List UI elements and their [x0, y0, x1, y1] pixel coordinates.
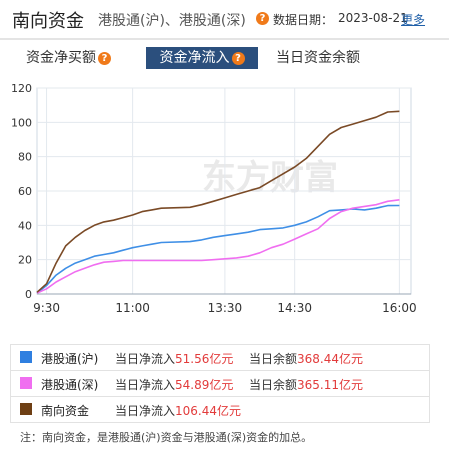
tab-daily-balance[interactable]: 当日资金余额 — [276, 47, 396, 69]
legend-row-sz: 港股通(深) 当日净流入54.89亿元 当日余额365.11亿元 — [10, 371, 430, 397]
legend-balance-value: 365.11亿元 — [297, 378, 364, 392]
y-tick-label: 120 — [11, 82, 32, 95]
date-label: 数据日期： — [273, 13, 334, 27]
tab-net-inflow[interactable]: 资金净流入? — [146, 47, 258, 69]
help-icon[interactable]: ? — [256, 12, 269, 25]
legend-row-sh: 港股通(沪) 当日净流入51.56亿元 当日余额368.44亿元 — [10, 344, 430, 371]
series-line-2 — [36, 110, 400, 293]
y-tick-label: 100 — [11, 116, 32, 129]
y-tick-label: 0 — [25, 288, 32, 301]
y-tick-label: 60 — [18, 185, 32, 198]
series-line-1 — [36, 199, 400, 294]
date-value: 2023-08-21 — [338, 11, 408, 25]
help-icon[interactable]: ? — [231, 51, 245, 65]
legend-flow-value: 54.89亿元 — [175, 378, 234, 392]
legend-swatch — [20, 403, 32, 415]
legend-flow: 当日净流入54.89亿元 — [115, 378, 234, 392]
help-icon[interactable]: ? — [98, 51, 111, 65]
y-tick-label: 40 — [18, 219, 32, 232]
legend-name: 港股通(沪) — [41, 352, 99, 366]
x-tick-label: 11:00 — [115, 301, 150, 315]
legend-balance: 当日余额368.44亿元 — [249, 352, 364, 366]
y-tick-label: 20 — [18, 254, 32, 267]
x-tick-label: 13:30 — [208, 301, 243, 315]
legend-flow-value: 51.56亿元 — [175, 352, 234, 366]
series-line-0 — [36, 204, 400, 294]
chart-svg: 东方财富 0 20 40 60 80 100 120 9:30 11:00 13:30 14:30 16… — [11, 82, 417, 315]
line-chart[interactable]: 东方财富 0 20 40 60 80 100 120 9:30 11:00 13:30 14:30 16… — [0, 74, 449, 324]
x-tick-label: 9:30 — [33, 301, 60, 315]
x-tick-label: 16:00 — [382, 301, 417, 315]
y-tick-label: 80 — [18, 151, 32, 164]
tab-net-buy[interactable]: 资金净买额? — [26, 47, 146, 69]
more-link[interactable]: 更多 — [401, 13, 426, 27]
page-subtitle: 港股通(沪)、港股通(深) — [98, 13, 246, 29]
tab-label: 资金净买额 — [26, 50, 96, 66]
legend-flow: 当日净流入51.56亿元 — [115, 352, 234, 366]
x-tick-label: 14:30 — [277, 301, 312, 315]
legend-swatch — [20, 377, 32, 389]
header: 南向资金 港股通(沪)、港股通(深) ? 数据日期： 2023-08-21 更多 — [0, 0, 449, 40]
legend-row-south: 南向资金 当日净流入106.44亿元 — [10, 397, 430, 423]
tab-label: 资金净流入 — [159, 50, 230, 66]
watermark-text: 东方财富 — [202, 158, 338, 198]
footnote: 注：南向资金，是港股通(沪)资金与港股通(深)资金的加总。 — [20, 431, 313, 444]
legend-flow-value: 106.44亿元 — [175, 404, 242, 418]
tab-label: 当日资金余额 — [276, 50, 360, 66]
legend-table: 港股通(沪) 当日净流入51.56亿元 当日余额368.44亿元 港股通(深) … — [10, 344, 430, 423]
legend-name: 港股通(深) — [41, 378, 99, 392]
legend-name: 南向资金 — [41, 404, 90, 418]
legend-flow: 当日净流入106.44亿元 — [115, 404, 242, 418]
legend-swatch — [20, 351, 32, 363]
page-title: 南向资金 — [12, 11, 84, 32]
legend-balance: 当日余额365.11亿元 — [249, 378, 364, 392]
legend-balance-value: 368.44亿元 — [297, 352, 364, 366]
